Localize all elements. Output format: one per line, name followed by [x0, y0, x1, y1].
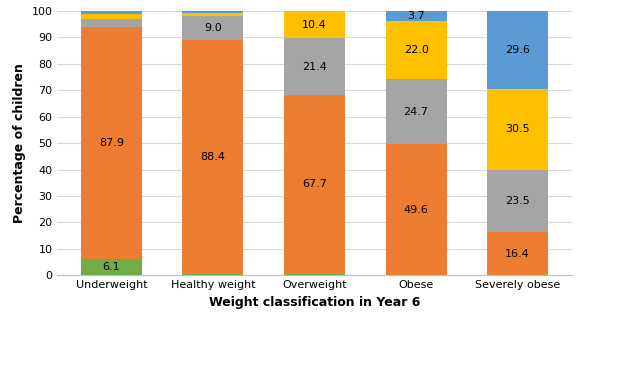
Text: 30.5: 30.5 [505, 124, 530, 134]
Bar [81, 14, 142, 19]
Text: 67.7: 67.7 [302, 179, 327, 189]
Text: 29.6: 29.6 [505, 45, 530, 55]
Y-axis label: Percentage of children: Percentage of children [13, 63, 26, 223]
Text: 16.4: 16.4 [505, 248, 530, 259]
Text: 3.7: 3.7 [407, 11, 425, 21]
Bar [182, 40, 243, 274]
Text: 87.9: 87.9 [99, 138, 124, 148]
Bar [487, 89, 548, 170]
Legend: Year R Underweight, Year R Healthy weight, Year R Overweight, Year R Obese, Year: Year R Underweight, Year R Healthy weigh… [20, 365, 609, 367]
Text: 23.5: 23.5 [505, 196, 530, 206]
X-axis label: Weight classification in Year 6: Weight classification in Year 6 [209, 296, 420, 309]
Bar [182, 274, 243, 275]
Bar [284, 11, 345, 39]
Text: 49.6: 49.6 [404, 205, 428, 215]
Bar [182, 16, 243, 40]
Text: 88.4: 88.4 [201, 152, 225, 162]
Bar [487, 170, 548, 232]
Bar [386, 79, 447, 144]
Text: 24.7: 24.7 [404, 106, 428, 116]
Text: 6.1: 6.1 [103, 262, 120, 272]
Text: 9.0: 9.0 [204, 23, 222, 33]
Bar [284, 95, 345, 274]
Bar [81, 11, 142, 14]
Text: 10.4: 10.4 [302, 20, 327, 30]
Text: 22.0: 22.0 [404, 45, 428, 55]
Bar [284, 274, 345, 275]
Bar [81, 259, 142, 275]
Bar [81, 27, 142, 259]
Bar [487, 11, 548, 89]
Bar [487, 232, 548, 275]
Text: 21.4: 21.4 [302, 62, 327, 72]
Bar [284, 39, 345, 95]
Bar [81, 19, 142, 27]
Bar [386, 144, 447, 275]
Bar [386, 21, 447, 79]
Bar [386, 11, 447, 21]
Bar [182, 12, 243, 16]
Bar [182, 11, 243, 12]
